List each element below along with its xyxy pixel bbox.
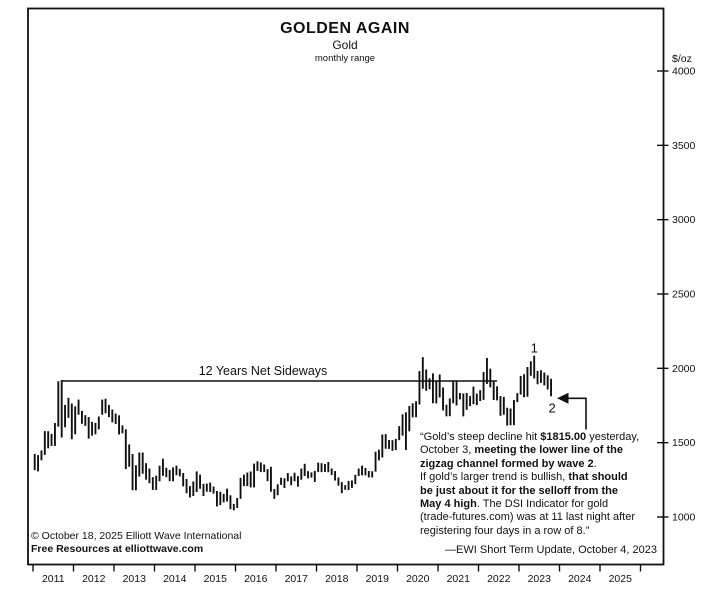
x-year-label: 2025: [609, 573, 633, 585]
quote-line: be just about it for the selloff from th…: [420, 484, 618, 497]
y-tick-label: 2000: [672, 363, 696, 375]
x-year-label: 2020: [406, 573, 430, 585]
x-year-label: 2017: [285, 573, 309, 585]
x-year-label: 2018: [325, 573, 349, 585]
quote-line: (trade-futures.com) was at 11 last night…: [420, 511, 635, 524]
quote-line: zigzag channel formed by wave 2.: [420, 457, 597, 470]
quote-line: “Gold’s steep decline hit $1815.00 yeste…: [420, 431, 640, 443]
y-tick-label: 4000: [672, 66, 696, 78]
price-bars: [33, 355, 553, 511]
y-tick-label: 3500: [672, 140, 696, 152]
quote-line: October 3, meeting the lower line of the: [420, 444, 623, 457]
y-tick-label: 3000: [672, 214, 696, 226]
x-year-label: 2012: [82, 573, 106, 585]
quote-attribution: —EWI Short Term Update, October 4, 2023: [445, 544, 657, 556]
x-year-label: 2023: [528, 573, 552, 585]
y-axis: 1000 1500 2000 2500 3000 3500 4000$/oz: [657, 53, 696, 524]
quote-text-block: “Gold’s steep decline hit $1815.00 yeste…: [420, 431, 660, 538]
quote-line: If gold’s larger trend is bullish, that …: [420, 471, 628, 484]
callout-arrow-line: [568, 397, 587, 430]
y-tick-label: 2500: [672, 289, 696, 301]
copyright-line: © October 18, 2025 Elliott Wave Internat…: [31, 530, 242, 542]
x-year-label: 2016: [244, 573, 268, 585]
x-year-label: 2021: [447, 573, 471, 585]
quote-line: May 4 high. The DSI Indicator for gold: [420, 498, 609, 511]
chart-title-block: GOLDEN AGAIN Gold monthly range: [27, 20, 663, 65]
chart-title: GOLDEN AGAIN: [280, 20, 410, 37]
x-axis: 2011 2012 2013 2014 2015 2016 2017 2018 2019 2020…: [32, 564, 642, 585]
y-axis-unit-label: $/oz: [672, 53, 692, 65]
wave-label-2: 2: [548, 400, 555, 415]
chart-frame: [27, 7, 665, 566]
wave-label-1: 1: [531, 341, 538, 356]
x-year-label: 2019: [366, 573, 390, 585]
chart-subtitle: Gold: [332, 38, 358, 53]
x-year-label: 2013: [123, 573, 147, 585]
x-year-label: 2015: [204, 573, 228, 585]
sideways-label: 12 Years Net Sideways: [199, 364, 328, 378]
copyright-block: © October 18, 2025 Elliott Wave Internat…: [31, 530, 241, 555]
quote-line: registering four days in a row of 8.”: [420, 524, 590, 537]
free-resources-line: Free Resources at elliottwave.com: [31, 542, 204, 555]
y-tick-label: 1500: [672, 437, 696, 449]
chart-range-label: monthly range: [314, 53, 376, 65]
y-tick-label: 1000: [672, 512, 696, 524]
x-year-label: 2024: [568, 573, 592, 585]
callout-arrowhead-icon: [557, 392, 569, 404]
x-year-label: 2011: [42, 573, 65, 585]
x-year-label: 2022: [487, 573, 511, 585]
x-year-label: 2014: [163, 573, 187, 585]
